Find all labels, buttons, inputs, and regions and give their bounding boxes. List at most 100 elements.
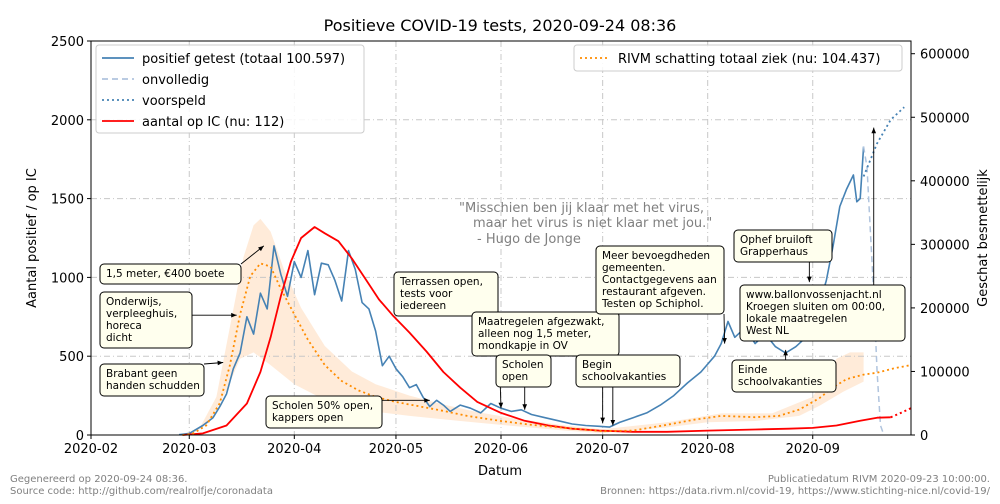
annotation-box — [733, 229, 833, 263]
x-tick-label: 2020-02 — [64, 442, 118, 457]
legend-right: RIVM schatting totaal ziek (nu: 104.437) — [573, 44, 903, 72]
legend-left: positief getest (totaal 100.597) onvolle… — [95, 44, 365, 134]
quote-line: maar het virus is niet klaar met jou." — [473, 216, 712, 231]
axes: 2020-02 2020-03 2020-04 2020-05 2020-06 2020-… — [51, 35, 970, 457]
annotation-arrowhead — [498, 402, 504, 409]
annotation-text: mondkapje in OV — [478, 340, 569, 352]
annotation-box — [595, 245, 725, 315]
x-tick-label: 2020-07 — [575, 442, 629, 457]
y-tick-label-right: 100000 — [920, 365, 970, 380]
y-axis-label-right: Geschat besmettelijk — [976, 169, 991, 307]
annotation-text: Meer bevoegdheden — [602, 250, 710, 262]
y-tick-label-left: 1500 — [51, 193, 84, 208]
annotation-arrowhead — [231, 312, 237, 318]
annotation-text: Scholen 50% open, — [272, 400, 373, 412]
annotation-text: tests voor — [400, 288, 453, 300]
annotation-text: www.ballonvossenjacht.nl — [746, 289, 882, 301]
annotation-text: alleen nog 1,5 meter, — [478, 328, 591, 340]
series-line-aantal-op-ic-nu-112 — [182, 226, 891, 436]
annotation-text: gemeenten. — [602, 262, 666, 274]
legend-box — [573, 44, 903, 72]
annotation-arrowhead — [807, 276, 812, 283]
annotation-arrowhead — [217, 360, 224, 366]
series-line-rivm-schatting-totaal-ziek-nu-104-437 — [182, 262, 912, 436]
annotation-text: West NL — [746, 325, 789, 337]
legend-label: onvolledig — [142, 73, 209, 88]
y-axis-label-left: Aantal positief / op IC — [25, 168, 40, 308]
annotation-text: Begin — [582, 359, 612, 371]
footer-generated: Gegenereerd op 2020-09-24 08:36. — [10, 474, 188, 485]
y-tick-label-right: 400000 — [920, 175, 970, 190]
annotation-text: horeca — [106, 320, 142, 332]
x-tick-label: 2020-05 — [369, 442, 423, 457]
y-tick-label-left: 1000 — [51, 271, 84, 286]
annotation-text: Terrassen open, — [399, 276, 483, 288]
y-tick-label-right: 300000 — [920, 238, 970, 253]
annotations: 1,5 meter, €400 boete Onderwijs,verpleegh… — [99, 127, 906, 429]
footer: Gegenereerd op 2020-09-24 08:36. Source … — [10, 474, 991, 497]
quote-line: - Hugo de Jonge — [477, 232, 581, 247]
annotation-text: Einde — [738, 364, 767, 376]
annotation-text: Brabant geen — [106, 368, 177, 380]
y-tick-label-left: 0 — [76, 429, 84, 444]
y-tick-label-right: 500000 — [920, 111, 970, 126]
x-tick-label: 2020-08 — [681, 442, 735, 457]
annotation: Scholen 50% open,kappers open — [265, 395, 430, 429]
annotation-text: Grapperhaus — [740, 246, 808, 258]
y-tick-label-right: 600000 — [920, 48, 970, 63]
annotation-text: schoolvakanties — [582, 371, 666, 383]
annotation-arrowhead — [783, 349, 788, 356]
annotation-box — [265, 395, 383, 429]
annotation-text: Kroegen sluiten om 00:00, — [746, 301, 885, 313]
annotation-arrowhead — [600, 417, 605, 424]
y-tick-label-right: 200000 — [920, 302, 970, 317]
x-tick-label: 2020-06 — [474, 442, 528, 457]
series-line-onvolledig — [862, 146, 885, 436]
footer-publication: Publicatiedatum RIVM 2020-09-23 10:00:00… — [768, 474, 990, 485]
annotation-arrowhead — [610, 420, 616, 426]
annotation-arrowhead — [871, 127, 877, 134]
footer-sources: Bronnen: https://data.rivm.nl/covid-19, … — [600, 486, 990, 497]
series-line-aantal-op-ic-voorspeld — [890, 407, 912, 419]
annotation-box — [739, 284, 906, 342]
legend-label: RIVM schatting totaal ziek (nu: 104.437) — [618, 52, 880, 67]
annotation-text: iedereen — [400, 300, 446, 312]
annotation: 1,5 meter, €400 boete — [99, 245, 265, 285]
annotation-text: kappers open — [272, 412, 343, 424]
annotation-text: Maatregelen afgezwakt, — [478, 316, 604, 328]
uncertainty-band-area — [182, 218, 864, 435]
legend-label: voorspeld — [142, 94, 206, 109]
y-tick-label-right: 0 — [920, 429, 928, 444]
annotation-text: open — [502, 371, 528, 383]
legend-label: aantal op IC (nu: 112) — [142, 115, 284, 130]
footer-source: Source code: http://github.com/realrolfj… — [10, 486, 273, 497]
annotation-arrowhead — [522, 404, 528, 410]
annotation-text: Testen op Schiphol. — [601, 298, 704, 310]
annotation-text: Onderwijs, — [106, 296, 162, 308]
annotation-text: 1,5 meter, €400 boete — [106, 268, 224, 280]
legend-box — [95, 44, 365, 134]
annotation-text: schoolvakanties — [738, 376, 822, 388]
annotation-text: dicht — [106, 332, 132, 344]
legend-label: positief getest (totaal 100.597) — [142, 52, 345, 67]
annotation-arrowhead — [258, 245, 264, 252]
annotation-box — [575, 354, 681, 388]
annotation-text: verpleeghuis, — [106, 308, 177, 320]
annotation-box — [99, 363, 205, 397]
annotation-text: Contactgegevens aan — [602, 274, 717, 286]
x-axis-label: Datum — [478, 464, 522, 479]
x-tick-label: 2020-04 — [267, 442, 321, 457]
annotation-text: handen schudden — [106, 380, 200, 392]
chart-title: Positieve COVID-19 tests, 2020-09-24 08:… — [324, 16, 677, 35]
annotation-arrowhead — [722, 338, 727, 344]
x-tick-label: 2020-09 — [786, 442, 840, 457]
y-tick-label-left: 2000 — [51, 114, 84, 129]
annotation-box — [99, 291, 193, 349]
annotation-text: Scholen — [502, 359, 544, 371]
